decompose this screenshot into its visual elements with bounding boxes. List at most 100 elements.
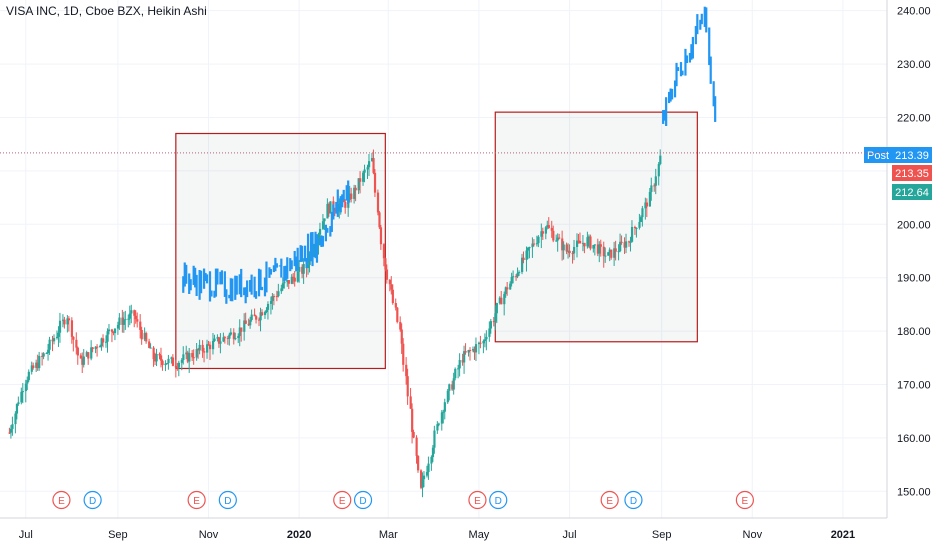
candle-body [185, 352, 188, 355]
candle-body [154, 359, 157, 362]
x-tick-label: Sep [652, 529, 672, 541]
y-tick-label: 160.00 [897, 433, 931, 445]
candle-body [96, 346, 99, 348]
candle-body [483, 339, 487, 341]
grid [0, 0, 887, 518]
candle-body [79, 355, 82, 359]
candle-body [58, 320, 62, 333]
candle-body [243, 320, 246, 332]
candle-body [556, 237, 559, 241]
candle-body [67, 318, 71, 321]
candle-body [400, 329, 403, 344]
candle-body [587, 236, 591, 238]
candle-body [571, 253, 574, 255]
candle-body [498, 297, 501, 304]
candle-body [573, 246, 576, 254]
candle-body [521, 257, 524, 273]
candle-body [48, 339, 51, 350]
x-tick-label: May [469, 529, 490, 541]
candle-body [602, 246, 605, 257]
candle-body [128, 313, 131, 319]
candle-body [604, 255, 607, 257]
event-marker-label: D [89, 496, 96, 507]
candle-body [474, 344, 478, 353]
candle-body [301, 266, 304, 274]
candle-body [599, 244, 602, 247]
candle-body [578, 240, 582, 244]
y-tick-label: 150.00 [897, 486, 931, 498]
candle-body [14, 413, 17, 425]
candle-body [379, 227, 383, 245]
candle-body [161, 360, 164, 366]
candle-body [384, 258, 387, 270]
candle-body [344, 202, 347, 208]
candle-body [415, 437, 418, 456]
candle-body [180, 360, 183, 363]
candle-body [271, 296, 274, 301]
earnings-marker [735, 490, 754, 510]
candle-body [21, 391, 25, 393]
candle-body [211, 340, 215, 350]
candle-body [586, 237, 589, 247]
candle-body [399, 321, 402, 330]
price-tag-value: 213.35 [895, 168, 929, 180]
candle-body [419, 470, 423, 488]
candle-body [446, 390, 449, 403]
x-tick-label: Mar [379, 529, 398, 541]
candle-body [454, 368, 457, 379]
price-tag-value: 212.64 [895, 187, 929, 199]
candle-body [504, 287, 507, 295]
candle-body [494, 313, 497, 322]
candle-body [255, 316, 258, 320]
candle-body [537, 236, 540, 244]
candle-body [357, 178, 360, 191]
candle-body [15, 404, 19, 414]
candle-body [593, 244, 597, 246]
y-tick-label: 190.00 [897, 273, 931, 285]
candle-body [165, 363, 169, 365]
candle-body [113, 328, 117, 334]
candle-body [124, 319, 127, 321]
candle-body [451, 384, 454, 390]
candle-body [228, 334, 231, 339]
candle-body [191, 353, 194, 358]
candle-body [430, 457, 433, 464]
candle-body [378, 212, 381, 228]
candle-body [158, 353, 161, 356]
candle-body [99, 346, 102, 348]
candle-body [457, 368, 460, 370]
annotation-boxes[interactable] [175, 111, 698, 370]
candle-body [359, 178, 362, 182]
y-tick-label: 220.00 [897, 112, 931, 124]
candle-body [177, 362, 181, 368]
candle-body [654, 176, 657, 186]
candle-body [648, 191, 651, 207]
candle-body [20, 391, 23, 403]
candle-body [122, 319, 126, 325]
x-tick-label: Jul [19, 529, 33, 541]
candle-body [485, 336, 488, 340]
candle-body [8, 432, 11, 434]
candle-body [116, 325, 120, 329]
dividend-marker [624, 490, 643, 510]
candle-body [203, 351, 206, 353]
candle-body [329, 201, 332, 214]
candle-body [421, 479, 424, 488]
candle-body [583, 242, 586, 247]
annotation-box [175, 132, 386, 370]
candle-body [229, 332, 233, 335]
candle-body [436, 424, 439, 431]
candle-body [417, 455, 420, 471]
y-axis: 150.00160.00170.00180.00190.00200.00210.… [886, 0, 931, 518]
dividend-marker [489, 490, 508, 510]
price-tag-box [892, 147, 932, 163]
candle-body [145, 333, 148, 342]
candle-body [318, 228, 322, 235]
candle-body [431, 447, 435, 458]
candle-body [171, 357, 175, 366]
candle-body [72, 336, 75, 340]
candle-body [139, 321, 142, 330]
candle-body [617, 251, 620, 253]
